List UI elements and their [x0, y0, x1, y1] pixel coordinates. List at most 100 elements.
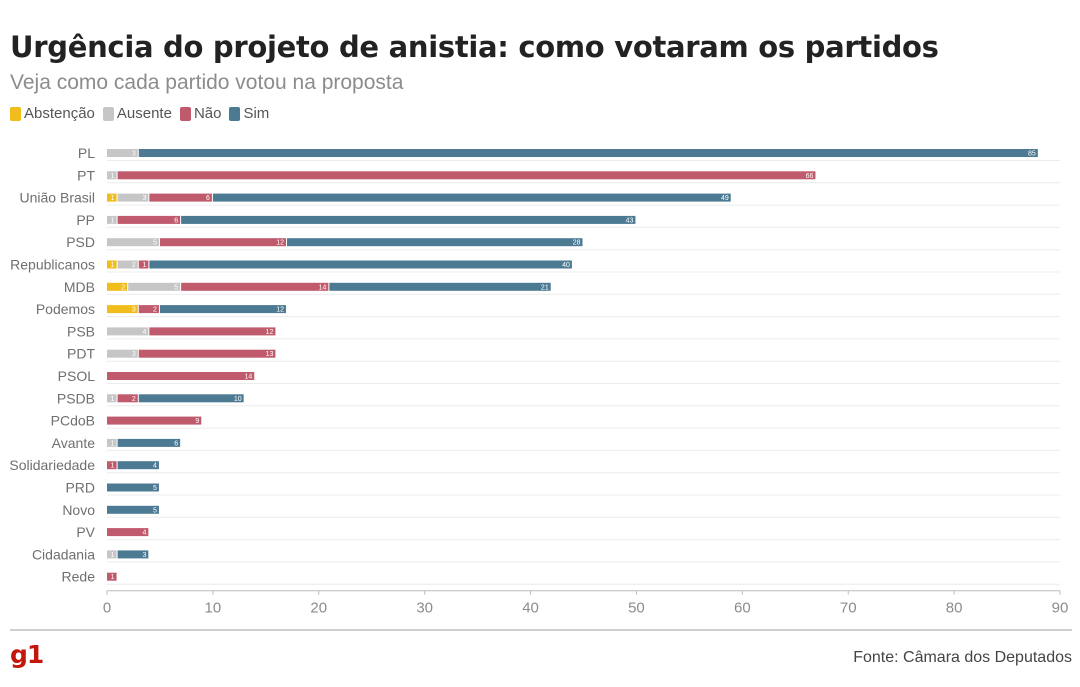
bar-segment	[159, 305, 287, 314]
bar-segment	[329, 282, 551, 291]
data-label: 1	[111, 173, 115, 180]
bar-segment	[117, 438, 181, 447]
chart-subtitle: Veja como cada partido votou na proposta	[10, 71, 404, 94]
bar-segment	[149, 327, 276, 336]
bar-segment	[107, 193, 117, 202]
bar-segment	[107, 260, 117, 269]
data-label: 13	[266, 351, 274, 358]
category-label: PP	[76, 212, 95, 228]
x-tick-label: 90	[1052, 600, 1069, 617]
data-label: 3	[132, 351, 136, 358]
data-label: 6	[206, 195, 210, 202]
data-label: 1	[111, 217, 115, 224]
bar-segment	[107, 349, 138, 358]
data-label: 5	[153, 485, 157, 492]
bar-segment	[107, 372, 255, 380]
data-label: 4	[142, 329, 146, 336]
bar-segment	[107, 305, 138, 314]
category-label: PCdoB	[51, 413, 95, 429]
category-label: União Brasil	[20, 190, 95, 206]
data-label: 2	[153, 307, 157, 314]
data-label: 1	[111, 195, 115, 202]
bar-segment	[159, 238, 287, 247]
data-label: 49	[721, 195, 729, 202]
data-label: 10	[234, 396, 242, 403]
category-label: Avante	[52, 435, 96, 451]
bar-segment	[107, 327, 149, 336]
category-label: PRD	[65, 480, 95, 496]
bar-segment	[117, 461, 159, 470]
bar-segment	[107, 483, 159, 492]
data-label: 5	[153, 507, 157, 514]
x-tick-label: 70	[840, 600, 857, 617]
category-label: Novo	[62, 502, 95, 518]
bar-segment	[287, 238, 583, 247]
x-tick-label: 10	[205, 600, 222, 617]
bar-segment	[107, 394, 117, 403]
data-label: 40	[562, 262, 570, 269]
category-label: MDB	[64, 279, 95, 295]
data-label: 1	[111, 262, 115, 269]
category-label: PSB	[67, 323, 95, 339]
data-label: 1	[111, 440, 115, 447]
x-tick-label: 80	[946, 600, 963, 617]
bar-segment	[107, 238, 159, 247]
legend-swatch	[102, 106, 114, 121]
bar-segment	[107, 438, 117, 447]
data-label: 2	[132, 396, 136, 403]
data-label: 85	[1028, 151, 1036, 158]
x-tick-label: 30	[416, 600, 433, 617]
legend-label: Ausente	[116, 105, 172, 122]
bar-segment	[181, 215, 636, 224]
bar-segment	[107, 282, 128, 291]
data-label: 2	[121, 284, 125, 291]
x-tick-label: 0	[103, 600, 111, 617]
legend-item: Sim	[229, 105, 269, 122]
data-label: 4	[153, 463, 157, 470]
x-tick-label: 40	[522, 600, 539, 617]
legend-swatch	[10, 106, 21, 121]
bar-segment	[138, 394, 244, 403]
bar-segment	[212, 193, 731, 202]
data-label: 3	[142, 552, 146, 559]
bar-segment	[107, 528, 149, 537]
category-label: PL	[78, 145, 95, 161]
data-label: 21	[541, 284, 549, 291]
data-label: 28	[573, 240, 581, 247]
bar-segment	[117, 550, 149, 559]
legend-label: Sim	[243, 105, 270, 122]
data-label: 3	[142, 195, 146, 202]
data-label: 6	[174, 440, 178, 447]
source-note: Fonte: Câmara dos Deputados	[853, 649, 1072, 666]
data-label: 12	[276, 240, 284, 247]
data-label: 1	[111, 396, 115, 403]
legend-item: Abstenção	[10, 105, 95, 122]
bar-segment	[107, 416, 202, 425]
chart-title: Urgência do projeto de anistia: como vot…	[10, 30, 939, 64]
category-label: PV	[76, 524, 95, 540]
bar-segment	[138, 149, 1038, 157]
data-label: 3	[132, 307, 136, 314]
bar-segment	[107, 505, 159, 514]
category-label: Rede	[62, 569, 96, 585]
category-label: PSDB	[57, 390, 95, 406]
data-label: 1	[111, 463, 115, 470]
x-tick-label: 20	[310, 600, 327, 617]
data-label: 12	[266, 329, 274, 336]
legend-swatch	[179, 106, 191, 121]
data-label: 14	[244, 374, 252, 381]
data-label: 5	[174, 284, 178, 291]
x-tick-label: 50	[628, 600, 645, 617]
bar-segment	[149, 193, 212, 202]
data-label: 1	[142, 262, 146, 269]
category-label: Cidadania	[32, 546, 95, 562]
bar-segment	[107, 461, 117, 470]
bar-segment	[138, 305, 159, 314]
category-label: Podemos	[36, 301, 95, 317]
category-label: PSD	[66, 234, 95, 250]
data-label: 43	[626, 217, 634, 224]
bar-segment	[117, 394, 138, 403]
bar-segment	[107, 215, 117, 224]
x-tick-label: 60	[734, 600, 751, 617]
